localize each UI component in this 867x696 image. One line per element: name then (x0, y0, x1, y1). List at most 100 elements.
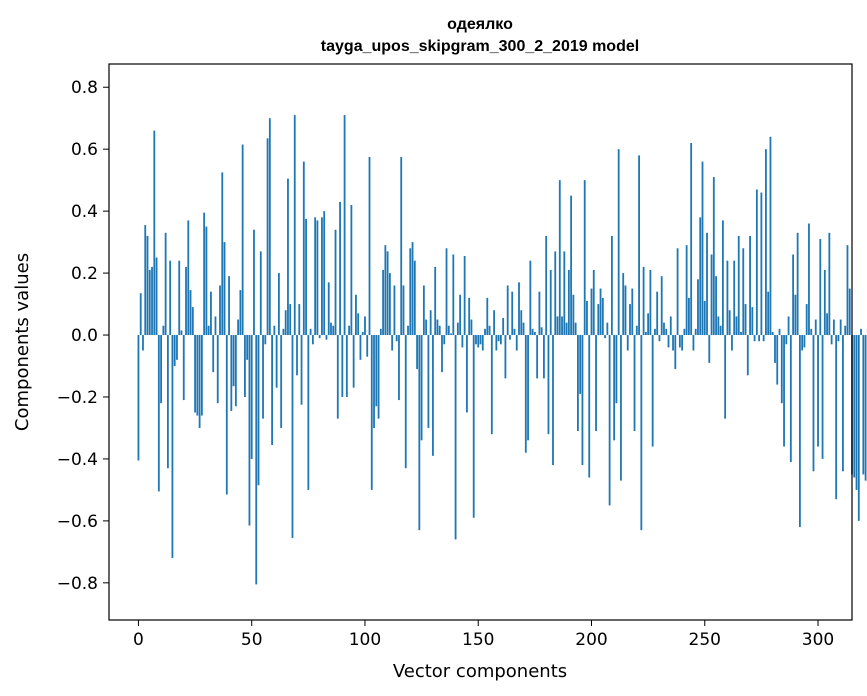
y-tick-label: 0.6 (71, 140, 98, 160)
bar-312 (844, 325, 847, 336)
bar-14 (169, 260, 172, 336)
x-tick-label: 50 (241, 630, 263, 650)
bar-21 (185, 266, 187, 336)
bar-138 (450, 333, 452, 336)
bar-230 (658, 335, 661, 342)
bar-231 (660, 276, 663, 336)
x-tick-label: 300 (802, 630, 834, 650)
bar-270 (749, 235, 751, 336)
bar-283 (778, 328, 781, 336)
bar-85 (330, 322, 332, 336)
bar-27 (198, 335, 201, 428)
bar-22 (187, 220, 190, 336)
bar-34 (214, 316, 217, 336)
bar-32 (210, 291, 212, 336)
bar-251 (706, 232, 708, 336)
bar-284 (780, 335, 783, 404)
bar-188 (563, 251, 566, 336)
bar-321 (864, 335, 867, 481)
bar-19 (180, 330, 183, 336)
chart-title-line-2: tayga_upos_skipgram_300_2_2019 model (321, 38, 639, 55)
bar-2 (142, 335, 144, 351)
x-tick-label: 100 (349, 630, 381, 650)
bar-289 (792, 254, 795, 336)
bar-285 (783, 335, 785, 447)
bar-191 (570, 195, 573, 336)
bar-107 (379, 328, 382, 336)
bar-316 (853, 335, 856, 478)
bar-248 (699, 217, 702, 336)
bar-0 (137, 335, 140, 461)
bar-189 (565, 322, 568, 336)
bar-80 (318, 335, 321, 339)
bar-156 (490, 335, 493, 435)
bar-93 (348, 325, 351, 336)
bar-172 (527, 335, 529, 441)
chart-title-line-1: одеялко (447, 16, 513, 33)
bar-298 (812, 335, 815, 472)
bar-229 (656, 291, 659, 336)
bar-10 (160, 335, 162, 404)
bar-24 (191, 307, 194, 336)
bar-33 (212, 335, 215, 373)
bar-310 (839, 319, 842, 336)
bar-146 (468, 297, 471, 336)
bar-84 (327, 282, 330, 336)
y-tick-label: −0.6 (57, 512, 98, 532)
bar-117 (402, 285, 405, 336)
bar-78 (314, 217, 317, 336)
bar-45 (239, 290, 242, 336)
y-tick-label: 0.8 (71, 78, 98, 98)
bar-35 (216, 335, 219, 404)
bar-180 (545, 235, 548, 336)
bar-259 (724, 335, 727, 419)
bar-226 (649, 269, 652, 336)
bar-296 (808, 223, 810, 336)
bar-9 (157, 335, 160, 492)
bar-136 (445, 248, 448, 336)
bar-134 (441, 335, 443, 373)
y-tick-label: 0.4 (71, 202, 98, 222)
bar-79 (316, 220, 319, 336)
bar-23 (189, 290, 192, 336)
bar-95 (352, 335, 355, 388)
bar-254 (712, 177, 715, 336)
bar-76 (309, 328, 312, 336)
bar-68 (291, 335, 294, 538)
bar-171 (524, 335, 527, 453)
bar-187 (561, 316, 563, 336)
bar-200 (590, 288, 593, 336)
bar-210 (613, 335, 616, 441)
bar-137 (447, 325, 450, 336)
bar-211 (615, 335, 618, 404)
bar-97 (357, 313, 360, 336)
bar-277 (765, 149, 767, 336)
x-tick-label: 200 (575, 630, 607, 650)
bar-158 (495, 335, 498, 351)
bar-286 (785, 335, 788, 345)
bar-143 (461, 335, 464, 348)
bar-130 (432, 335, 434, 456)
bar-67 (289, 304, 292, 336)
bar-275 (760, 192, 763, 336)
bar-112 (391, 335, 394, 351)
bar-313 (846, 245, 849, 336)
bar-113 (393, 285, 396, 336)
bar-55 (262, 335, 264, 419)
bar-183 (552, 335, 554, 466)
bar-235 (669, 316, 672, 336)
bar-274 (758, 335, 761, 342)
bar-70 (296, 335, 298, 376)
bar-208 (608, 335, 611, 506)
bar-160 (499, 335, 502, 345)
bar-184 (554, 251, 557, 336)
bar-246 (694, 328, 697, 336)
bar-253 (710, 254, 713, 336)
bar-178 (540, 327, 543, 336)
bar-11 (162, 325, 165, 336)
bar-224 (644, 331, 647, 336)
bar-239 (678, 335, 681, 348)
bar-295 (805, 304, 808, 336)
bar-301 (819, 239, 822, 336)
bar-71 (298, 304, 301, 336)
